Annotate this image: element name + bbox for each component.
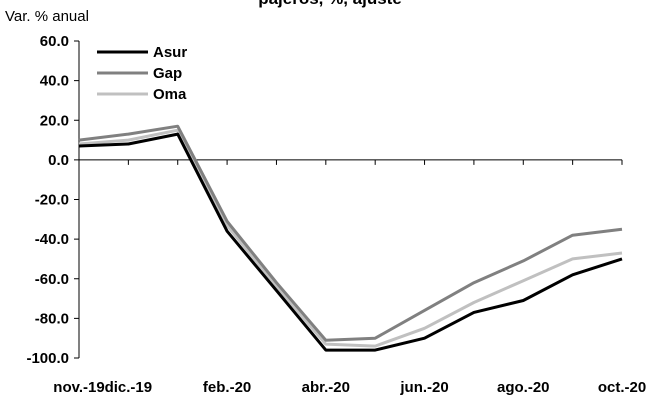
y-tick-label: 60.0 xyxy=(40,33,69,50)
y-tick-label: -40.0 xyxy=(35,231,69,248)
y-tick-label: -80.0 xyxy=(35,310,69,327)
legend: Asur Gap Oma xyxy=(97,44,187,103)
y-tick-label: 20.0 xyxy=(40,112,69,129)
x-tick-label: oct.-20 xyxy=(598,379,646,396)
chart-title-fragment: pajeros, %, ajuste xyxy=(258,0,402,8)
x-tick-label: ago.-20 xyxy=(497,379,550,396)
x-tick-label: feb.-20 xyxy=(203,379,251,396)
x-tick-label: nov.-19 xyxy=(53,379,104,396)
x-tick-label: jun.-20 xyxy=(399,379,448,396)
x-tick-label: dic.-19 xyxy=(105,379,153,396)
y-tick-label: -20.0 xyxy=(35,192,69,209)
series-line-asur xyxy=(79,134,622,350)
legend-label-gap: Gap xyxy=(153,65,182,82)
tick-labels: 60.0 40.0 20.0 0.0 -20.0 -40.0 -60.0 -80.0 -100.… xyxy=(26,33,646,396)
legend-label-oma: Oma xyxy=(153,86,187,103)
series-line-gap xyxy=(79,126,622,340)
y-tick-label: -100.0 xyxy=(26,350,69,367)
series-line-oma xyxy=(79,130,622,346)
legend-label-asur: Asur xyxy=(153,44,187,61)
x-tick-label: abr.-20 xyxy=(302,379,350,396)
y-tick-label: -60.0 xyxy=(35,271,69,288)
y-tick-label: 0.0 xyxy=(48,152,69,169)
y-tick-label: 40.0 xyxy=(40,73,69,90)
y-axis-label: Var. % anual xyxy=(5,8,89,25)
